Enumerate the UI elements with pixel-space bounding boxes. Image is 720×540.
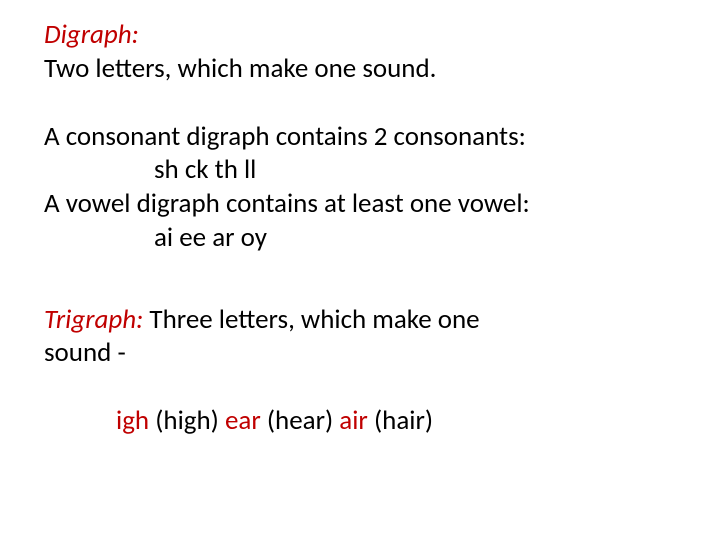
spacer bbox=[44, 86, 676, 120]
trigraph-def-part1: Three letters, which make one bbox=[143, 303, 479, 336]
trigraph-line-1: Trigraph: Three letters, which make one bbox=[44, 303, 676, 337]
trigraph-heading: Trigraph: bbox=[44, 303, 143, 336]
vowel-digraph-examples: ai ee ar oy bbox=[44, 221, 676, 255]
trigraph-examples: igh (high) ear (hear) air (hair) bbox=[44, 404, 676, 438]
trigraph-ex1-red: igh bbox=[116, 404, 149, 437]
consonant-digraph-examples: sh ck th ll bbox=[44, 153, 676, 187]
trigraph-ex3-plain: (hair) bbox=[368, 404, 433, 437]
digraph-heading-text: Digraph: bbox=[44, 18, 139, 51]
trigraph-ex2-plain: (hear) bbox=[261, 404, 340, 437]
slide: Digraph: Two letters, which make one sou… bbox=[0, 0, 720, 540]
vowel-digraph-line: A vowel digraph contains at least one vo… bbox=[44, 187, 676, 221]
trigraph-ex2-red: ear bbox=[225, 404, 261, 437]
trigraph-ex1-plain: (high) bbox=[149, 404, 225, 437]
spacer bbox=[44, 370, 676, 404]
consonant-digraph-line: A consonant digraph contains 2 consonant… bbox=[44, 120, 676, 154]
spacer bbox=[44, 255, 676, 303]
trigraph-ex3-red: air bbox=[339, 404, 368, 437]
trigraph-line-2: sound - bbox=[44, 336, 676, 370]
digraph-definition: Two letters, which make one sound. bbox=[44, 52, 676, 86]
digraph-heading: Digraph: bbox=[44, 18, 676, 52]
